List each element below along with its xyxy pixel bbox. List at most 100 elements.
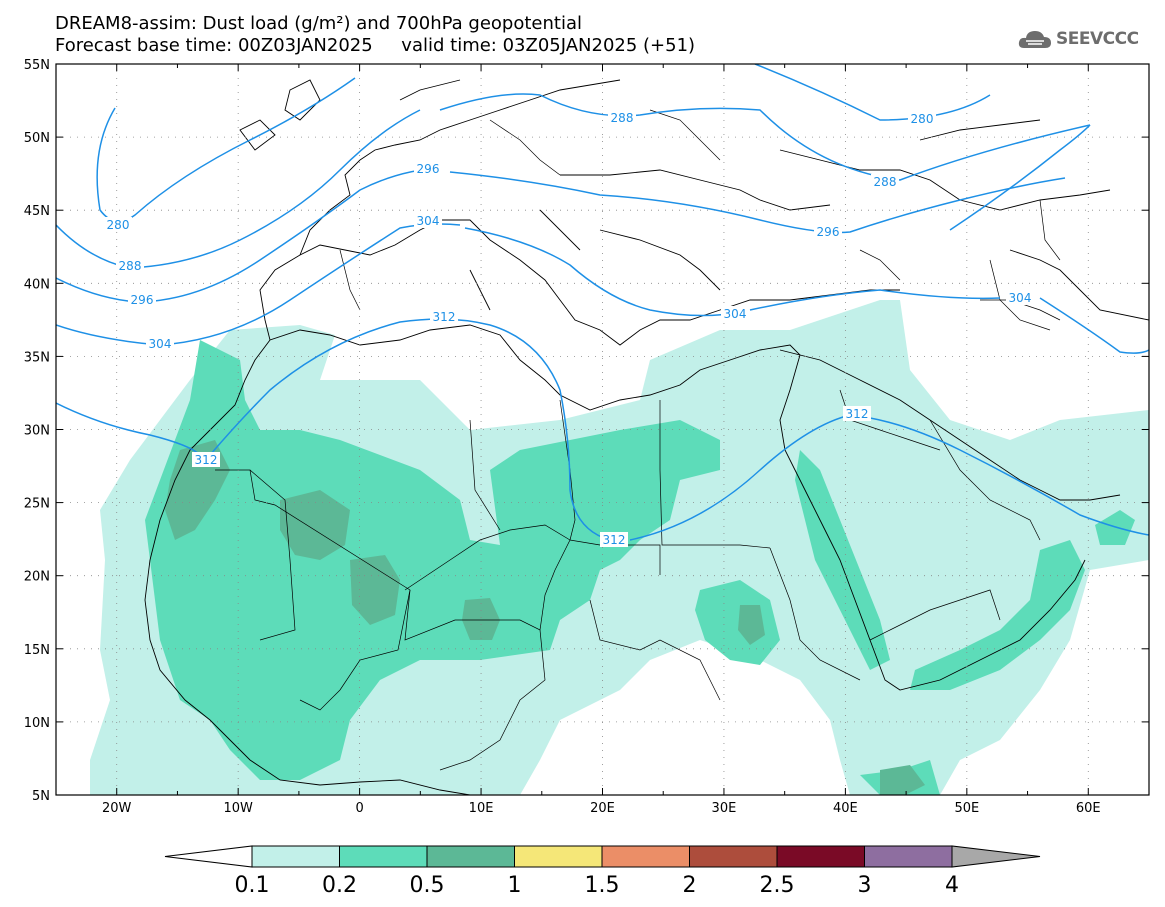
colorbar-tick-label: 2.5 (760, 873, 795, 898)
contour-label: 304 (414, 213, 442, 228)
svg-text:296: 296 (817, 225, 840, 239)
colorbar-labels: 0.1 0.2 0.5 1 1.5 2 2.5 3 4 (235, 873, 960, 898)
contour-label: 304 (1006, 290, 1034, 305)
contour-296-northeast (949, 124, 1091, 231)
contour-label: 296 (128, 292, 156, 307)
contour-304-east (749, 289, 1001, 311)
lat-label: 25N (24, 497, 50, 512)
lat-label: 30N (24, 424, 50, 439)
forecast-time-label: Forecast base time: 00Z03JAN2025 valid t… (55, 35, 696, 56)
contour-304-far-east (1039, 297, 1149, 354)
contour-288-middle (439, 93, 1091, 181)
svg-text:304: 304 (724, 307, 747, 321)
contour-label: 280 (104, 217, 132, 232)
lat-label: 50N (24, 131, 50, 146)
contour-label: 312 (430, 309, 458, 324)
colorbar-tick-label: 2 (683, 873, 697, 898)
lon-label: 50E (954, 801, 979, 816)
svg-text:288: 288 (611, 111, 634, 125)
lat-lon-grid (56, 64, 1149, 795)
cloud-logo-icon (1018, 31, 1051, 48)
lat-label: 15N (24, 643, 50, 658)
contour-label: 288 (871, 174, 899, 189)
lon-label: 60E (1076, 801, 1101, 816)
contour-labels: 280 280 288 288 288 296 296 296 304 304 304 304 312 3… (104, 110, 1034, 547)
map-plot-area: 280 280 288 288 288 296 296 296 304 304 304 304 312 3… (56, 64, 1149, 795)
contour-label: 304 (721, 306, 749, 321)
contour-304-west (56, 223, 461, 346)
map-title: DREAM8-assim: Dust load (g/m²) and 700hP… (55, 13, 582, 34)
contour-label: 304 (146, 336, 174, 351)
svg-text:304: 304 (1009, 291, 1032, 305)
contour-label: 312 (843, 406, 871, 421)
lat-label: 20N (24, 570, 50, 585)
lon-label: 30E (712, 801, 737, 816)
lat-label: 35N (24, 350, 50, 365)
contour-296-west (56, 167, 441, 303)
lat-label: 5N (32, 789, 50, 804)
colorbar-segment (339, 845, 428, 868)
contour-288-west (56, 109, 421, 269)
lon-label: 20W (102, 801, 132, 816)
colorbar-tick-label: 0.2 (322, 873, 357, 898)
svg-text:288: 288 (119, 259, 142, 273)
lat-label: 40N (24, 277, 50, 292)
country-borders (215, 109, 1061, 771)
colorbar-tick-label: 0.5 (410, 873, 445, 898)
contour-label: 296 (414, 161, 442, 176)
contour-280-east (754, 64, 991, 121)
svg-text:280: 280 (911, 112, 934, 126)
lat-label: 55N (24, 58, 50, 73)
colorbar-segment (426, 845, 515, 868)
longitude-labels: 20W 10W 0 10E 20E 30E 40E 50E 60E (102, 801, 1101, 816)
colorbar-tick-label: 1.5 (585, 873, 620, 898)
contour-312-west (56, 402, 201, 456)
colorbar-under-triangle (164, 845, 253, 868)
svg-text:312: 312 (603, 533, 626, 547)
svg-text:296: 296 (131, 293, 154, 307)
contour-312-east (629, 414, 1149, 541)
lon-label: 0 (355, 801, 363, 816)
lon-label: 20E (590, 801, 615, 816)
svg-text:280: 280 (107, 218, 130, 232)
latitude-labels: 55N 50N 45N 40N 35N 30N 25N 20N 15N 10N 5N (24, 58, 50, 804)
colorbar-tick-label: 0.1 (235, 873, 270, 898)
colorbar-over-triangle (951, 845, 1041, 868)
contour-280-west (96, 77, 356, 223)
contour-296-east (449, 171, 1066, 234)
contour-304-middle (464, 227, 741, 317)
svg-text:312: 312 (195, 453, 218, 467)
contour-312-north (209, 318, 611, 541)
geopotential-contours (56, 64, 1149, 541)
colorbar-tick-label: 3 (858, 873, 872, 898)
axis-ticks (55, 63, 1150, 796)
lon-label: 10W (223, 801, 253, 816)
colorbar-segment (689, 845, 778, 868)
colorbar-segment (776, 845, 865, 868)
svg-text:288: 288 (874, 175, 897, 189)
contour-label: 312 (192, 452, 220, 467)
svg-text:296: 296 (417, 162, 440, 176)
colorbar-segment (251, 845, 340, 868)
lat-label: 45N (24, 204, 50, 219)
colorbar (164, 845, 1041, 868)
colorbar-tick-label: 1 (508, 873, 522, 898)
contour-label: 288 (116, 258, 144, 273)
colorbar-segment (514, 845, 603, 868)
contour-label: 288 (608, 110, 636, 125)
colorbar-segment (864, 845, 953, 868)
lat-label: 10N (24, 716, 50, 731)
svg-text:312: 312 (846, 407, 869, 421)
contour-label: 296 (814, 224, 842, 239)
contour-label: 312 (600, 532, 628, 547)
lon-label: 10E (469, 801, 494, 816)
logo-text: SEEVCCC (1056, 29, 1139, 49)
svg-text:304: 304 (417, 214, 440, 228)
svg-text:304: 304 (149, 337, 172, 351)
lon-label: 40E (833, 801, 858, 816)
seevccc-logo: SEEVCCC (1018, 26, 1139, 52)
colorbar-tick-label: 4 (945, 873, 959, 898)
contour-label: 280 (908, 111, 936, 126)
svg-text:312: 312 (433, 310, 456, 324)
